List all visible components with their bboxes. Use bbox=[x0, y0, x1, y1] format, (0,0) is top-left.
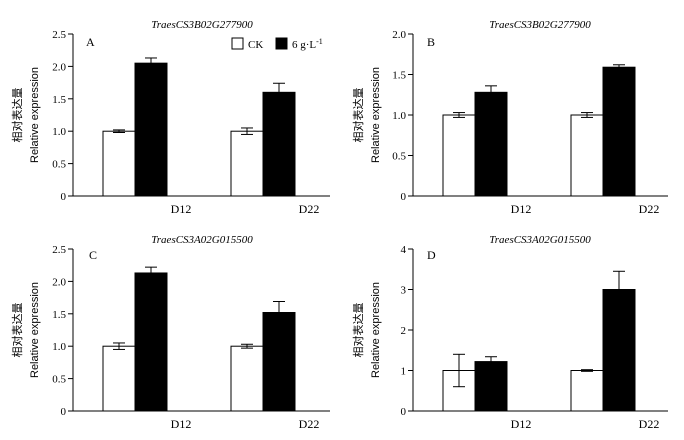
legend-label-ck: CK bbox=[248, 39, 263, 51]
y-tick-label: 0 bbox=[61, 191, 67, 203]
y-axis-label-en: Relative expression bbox=[370, 67, 382, 163]
panel-label: B bbox=[427, 35, 435, 49]
bar-ck-d12 bbox=[102, 345, 136, 412]
chart-panel-c: 0 0.5 1.0 1.5 2.0 2.5 TraesCS3A02G015500 C 相对表达量… bbox=[10, 234, 330, 431]
y-tick-label: 0 bbox=[401, 191, 407, 203]
error-bar-treatment-d12 bbox=[145, 266, 157, 273]
chart-title: TraesCS3A02G015500 bbox=[151, 234, 253, 246]
y-tick-label: 0.5 bbox=[392, 151, 406, 163]
y-tick-label: 2.0 bbox=[52, 276, 66, 288]
error-bar-treatment-d22 bbox=[273, 300, 285, 313]
y-tick-label: 2.5 bbox=[52, 244, 66, 256]
x-tick-label-d12: D12 bbox=[511, 417, 532, 431]
error-bar-ck-d22 bbox=[241, 343, 253, 349]
x-tick-label-d12: D12 bbox=[511, 202, 532, 216]
x-tick-label-d22: D22 bbox=[639, 417, 660, 431]
legend: CK 6 g·L-1 bbox=[231, 37, 323, 51]
y-tick-label: 1.5 bbox=[52, 94, 66, 106]
legend-label-treatment: 6 g·L-1 bbox=[292, 37, 323, 51]
y-axis-label-en: Relative expression bbox=[29, 67, 41, 163]
error-bar-treatment-d22 bbox=[613, 64, 625, 68]
error-bar-treatment-d12 bbox=[485, 356, 497, 362]
y-axis-label-cn: 相对表达量 bbox=[351, 303, 365, 358]
legend-label-treatment-exponent: -1 bbox=[316, 37, 323, 46]
y-tick-label: 1 bbox=[401, 366, 407, 378]
error-bar-ck-d12 bbox=[113, 129, 125, 133]
y-tick-label: 2.0 bbox=[392, 29, 406, 41]
y-tick-label: 0.5 bbox=[52, 374, 66, 386]
legend-swatch-ck bbox=[231, 37, 244, 50]
y-axis-label-cn: 相对表达量 bbox=[10, 303, 24, 358]
chart-panel-b: 0 0.5 1.0 1.5 2.0 TraesCS3B02G277900 B 相对表达量 Rel… bbox=[351, 19, 668, 216]
bar-ck-d22 bbox=[570, 370, 604, 412]
legend-swatch-treatment bbox=[275, 37, 288, 50]
panel-label: D bbox=[427, 248, 436, 262]
y-axis-label-en: Relative expression bbox=[29, 282, 41, 378]
y-tick-label: 4 bbox=[401, 244, 407, 256]
y-tick-label: 3 bbox=[401, 285, 407, 297]
error-bar-treatment-d12 bbox=[485, 85, 497, 93]
y-tick-label: 2.0 bbox=[52, 61, 66, 73]
error-bar-ck-d22 bbox=[241, 127, 253, 135]
y-tick-label: 1.0 bbox=[392, 110, 406, 122]
bar-ck-d12 bbox=[102, 130, 136, 197]
error-bar-ck-d22 bbox=[581, 369, 593, 372]
y-tick-label: 1.5 bbox=[52, 309, 66, 321]
bar-treatment-d22 bbox=[262, 91, 296, 197]
chart-panel-d: 0 1 2 3 4 TraesCS3A02G015500 D 相对表达量 Relative ex… bbox=[351, 234, 668, 431]
x-tick-label-d12: D12 bbox=[171, 202, 192, 216]
bar-ck-d22 bbox=[230, 130, 264, 197]
error-bar-ck-d12 bbox=[113, 342, 125, 350]
bar-treatment-d22 bbox=[602, 66, 636, 197]
y-axis-label-cn: 相对表达量 bbox=[351, 88, 365, 143]
y-tick-label: 1.0 bbox=[52, 126, 66, 138]
error-bar-treatment-d22 bbox=[273, 82, 285, 93]
y-axis-label-en: Relative expression bbox=[370, 282, 382, 378]
y-axis-label-cn: 相对表达量 bbox=[10, 88, 24, 143]
y-tick-label: 2.5 bbox=[52, 29, 66, 41]
bar-ck-d22 bbox=[570, 114, 604, 197]
x-tick-label-d12: D12 bbox=[171, 417, 192, 431]
bar-ck-d22 bbox=[230, 345, 264, 412]
error-bar-ck-d22 bbox=[581, 112, 593, 118]
bar-treatment-d12 bbox=[134, 272, 168, 412]
x-tick-label-d22: D22 bbox=[639, 202, 660, 216]
chart-title: TraesCS3B02G277900 bbox=[151, 19, 253, 31]
error-bar-ck-d12 bbox=[453, 112, 465, 118]
error-bar-treatment-d22 bbox=[613, 270, 625, 290]
x-tick-label-d22: D22 bbox=[299, 417, 320, 431]
y-tick-label: 2 bbox=[401, 325, 407, 337]
bar-treatment-d12 bbox=[134, 62, 168, 197]
bar-treatment-d12 bbox=[474, 91, 508, 197]
bar-ck-d12 bbox=[442, 114, 476, 197]
panel-label: C bbox=[89, 248, 97, 262]
bar-treatment-d22 bbox=[602, 289, 636, 412]
chart-panel-a: 0 0.5 1.0 1.5 2.0 2.5 TraesCS3B02G277900 A 相对表达量… bbox=[10, 19, 330, 216]
y-tick-label: 0 bbox=[401, 406, 407, 418]
y-tick-label: 1.0 bbox=[52, 341, 66, 353]
chart-title: TraesCS3A02G015500 bbox=[489, 234, 591, 246]
bar-treatment-d22 bbox=[262, 312, 296, 412]
error-bar-treatment-d12 bbox=[145, 57, 157, 64]
y-tick-label: 0.5 bbox=[52, 159, 66, 171]
error-bar-ck-d12 bbox=[453, 353, 465, 388]
y-tick-label: 0 bbox=[61, 406, 67, 418]
x-tick-label-d22: D22 bbox=[299, 202, 320, 216]
chart-title: TraesCS3B02G277900 bbox=[489, 19, 591, 31]
y-tick-label: 1.5 bbox=[392, 70, 406, 82]
panel-label: A bbox=[86, 35, 95, 49]
bar-treatment-d12 bbox=[474, 361, 508, 412]
